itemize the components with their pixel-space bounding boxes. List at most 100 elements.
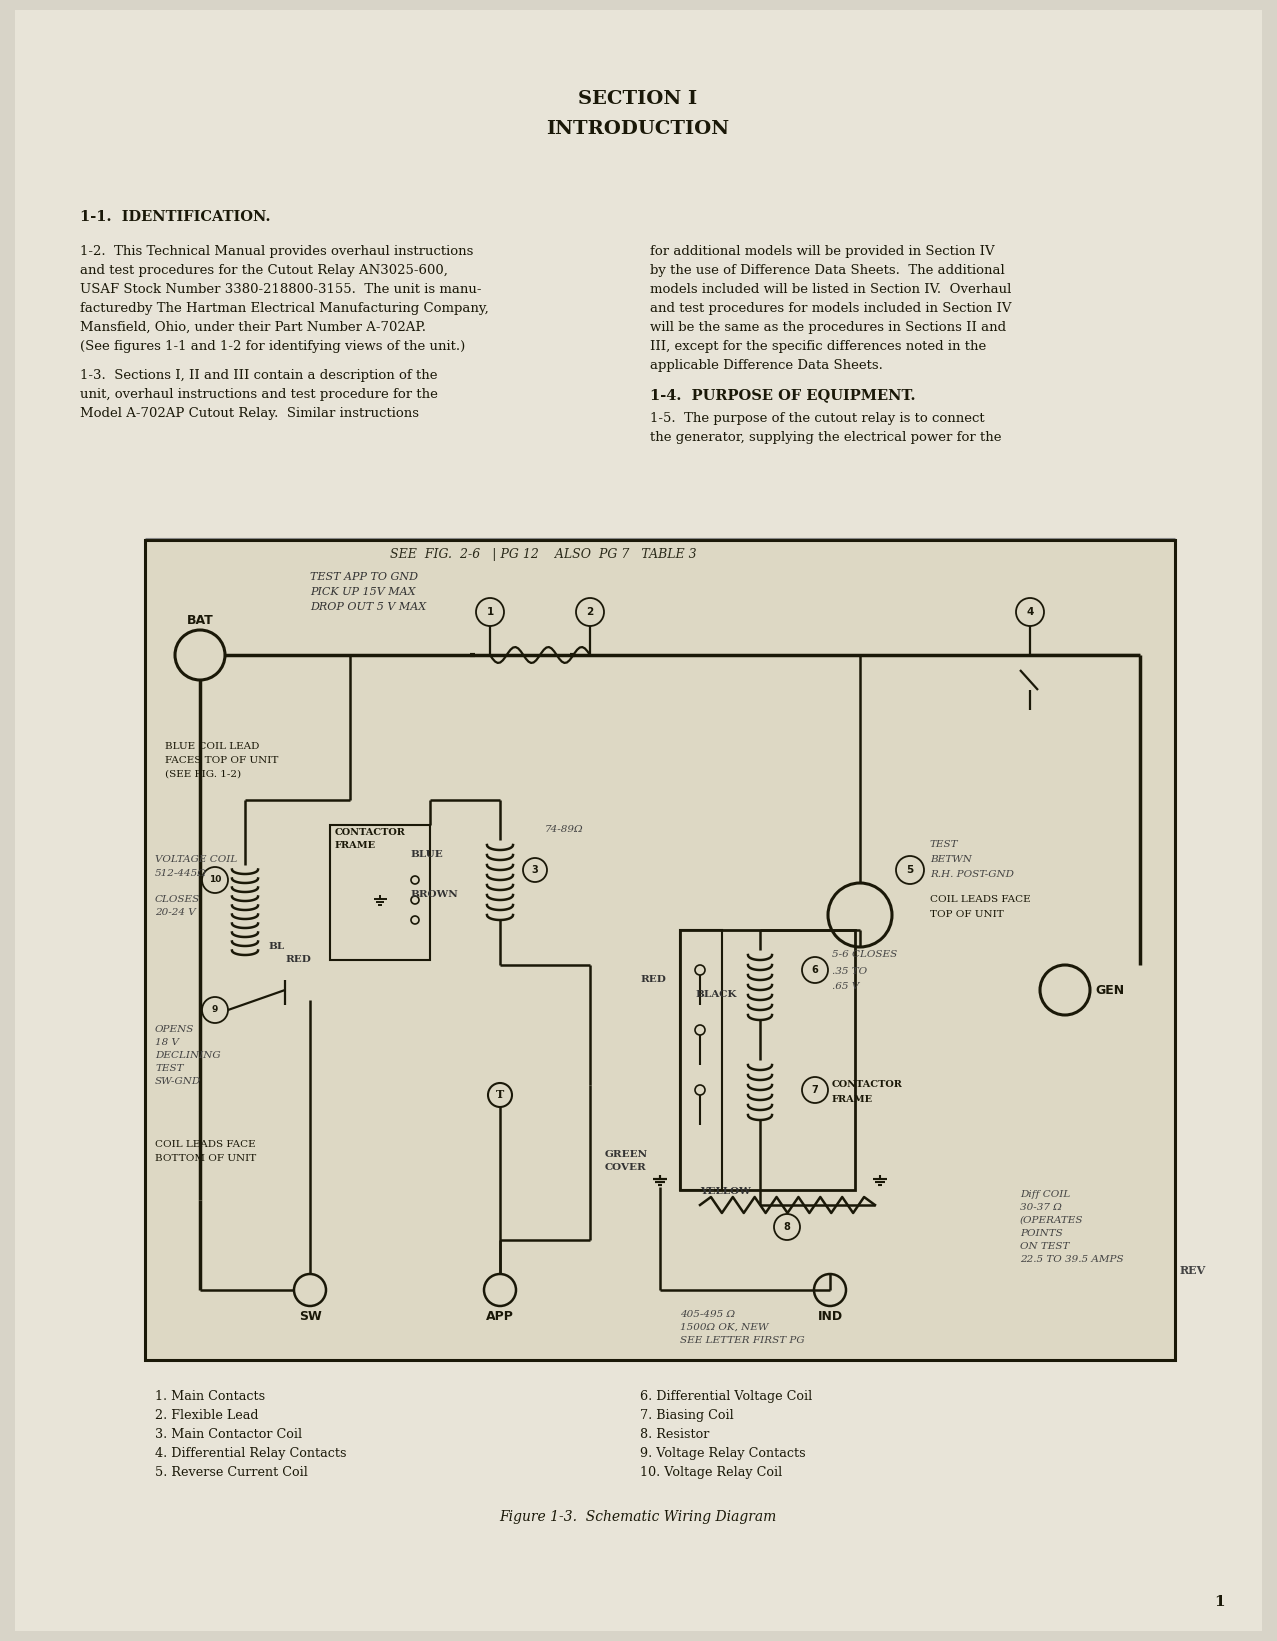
- Text: REV: REV: [1180, 1265, 1207, 1277]
- Text: BLACK: BLACK: [695, 990, 737, 999]
- Text: Mansfield, Ohio, under their Part Number A-702AP.: Mansfield, Ohio, under their Part Number…: [80, 322, 427, 335]
- Text: T: T: [495, 1090, 504, 1101]
- Text: 405-495 Ω: 405-495 Ω: [679, 1310, 736, 1319]
- Text: (See figures 1-1 and 1-2 for identifying views of the unit.): (See figures 1-1 and 1-2 for identifying…: [80, 340, 465, 353]
- Text: COIL LEADS FACE: COIL LEADS FACE: [155, 1140, 255, 1149]
- Bar: [329, 825, 430, 960]
- Text: 1-4.  PURPOSE OF EQUIPMENT.: 1-4. PURPOSE OF EQUIPMENT.: [650, 387, 916, 402]
- Text: SW-GND: SW-GND: [155, 1076, 202, 1086]
- Text: VOLTAGE COIL: VOLTAGE COIL: [155, 855, 238, 865]
- Text: R.H. POST-GND: R.H. POST-GND: [930, 870, 1014, 880]
- Text: 6: 6: [812, 965, 819, 975]
- Text: 20-24 V: 20-24 V: [155, 907, 195, 917]
- Text: 1-3.  Sections I, II and III contain a description of the: 1-3. Sections I, II and III contain a de…: [80, 369, 438, 382]
- Text: DROP OUT 5 V MAX: DROP OUT 5 V MAX: [310, 602, 427, 612]
- Text: unit, overhaul instructions and test procedure for the: unit, overhaul instructions and test pro…: [80, 387, 438, 400]
- Text: BROWN: BROWN: [410, 889, 457, 899]
- Text: 10. Voltage Relay Coil: 10. Voltage Relay Coil: [640, 1465, 783, 1479]
- Text: 2. Flexible Lead: 2. Flexible Lead: [155, 1410, 258, 1423]
- Text: 5: 5: [907, 865, 913, 875]
- Text: by the use of Difference Data Sheets.  The additional: by the use of Difference Data Sheets. Th…: [650, 264, 1005, 277]
- Text: FRAME: FRAME: [335, 840, 377, 850]
- Text: BAT: BAT: [186, 614, 213, 627]
- Text: 8. Resistor: 8. Resistor: [640, 1428, 710, 1441]
- Text: ON TEST: ON TEST: [1020, 1242, 1069, 1250]
- Text: TEST APP TO GND: TEST APP TO GND: [310, 573, 418, 583]
- Text: TEST: TEST: [155, 1063, 184, 1073]
- Text: 9: 9: [212, 1006, 218, 1014]
- Text: 8: 8: [784, 1223, 790, 1232]
- Text: Diff COIL: Diff COIL: [1020, 1190, 1070, 1200]
- Text: 1-2.  This Technical Manual provides overhaul instructions: 1-2. This Technical Manual provides over…: [80, 245, 474, 258]
- Text: OPENS: OPENS: [155, 1026, 194, 1034]
- Text: Figure 1-3.  Schematic Wiring Diagram: Figure 1-3. Schematic Wiring Diagram: [499, 1510, 776, 1524]
- Text: IND: IND: [817, 1310, 843, 1323]
- Text: BL: BL: [268, 942, 285, 952]
- Text: SEE LETTER FIRST PG: SEE LETTER FIRST PG: [679, 1336, 805, 1346]
- Text: SW: SW: [299, 1310, 322, 1323]
- Text: Model A-702AP Cutout Relay.  Similar instructions: Model A-702AP Cutout Relay. Similar inst…: [80, 407, 419, 420]
- Text: 5. Reverse Current Coil: 5. Reverse Current Coil: [155, 1465, 308, 1479]
- Text: TEST: TEST: [930, 840, 959, 848]
- Bar: [679, 930, 722, 1190]
- Text: YELLOW: YELLOW: [700, 1186, 751, 1196]
- Text: 3. Main Contactor Coil: 3. Main Contactor Coil: [155, 1428, 303, 1441]
- Text: BLUE COIL LEAD: BLUE COIL LEAD: [165, 742, 259, 752]
- Text: PICK UP 15V MAX: PICK UP 15V MAX: [310, 587, 415, 597]
- Text: models included will be listed in Section IV.  Overhaul: models included will be listed in Sectio…: [650, 282, 1011, 295]
- Text: RED: RED: [285, 955, 310, 963]
- Text: COVER: COVER: [605, 1163, 646, 1172]
- Text: 1500Ω OK, NEW: 1500Ω OK, NEW: [679, 1323, 769, 1332]
- Text: the generator, supplying the electrical power for the: the generator, supplying the electrical …: [650, 432, 1001, 445]
- Text: 10: 10: [209, 876, 221, 884]
- Text: for additional models will be provided in Section IV: for additional models will be provided i…: [650, 245, 995, 258]
- Text: 2: 2: [586, 607, 594, 617]
- Text: CONTACTOR: CONTACTOR: [335, 829, 406, 837]
- Text: APP: APP: [487, 1310, 513, 1323]
- Bar: [679, 930, 856, 1190]
- Text: RED: RED: [640, 975, 665, 985]
- Text: (OPERATES: (OPERATES: [1020, 1216, 1083, 1224]
- Text: 1-1.  IDENTIFICATION.: 1-1. IDENTIFICATION.: [80, 210, 271, 225]
- Text: 6. Differential Voltage Coil: 6. Differential Voltage Coil: [640, 1390, 812, 1403]
- Text: 3: 3: [531, 865, 539, 875]
- Text: 7: 7: [812, 1085, 819, 1095]
- Text: INTRODUCTION: INTRODUCTION: [547, 120, 729, 138]
- Bar: [146, 540, 1175, 1360]
- Text: FACES TOP OF UNIT: FACES TOP OF UNIT: [165, 757, 278, 765]
- Text: TOP OF UNIT: TOP OF UNIT: [930, 911, 1004, 919]
- Text: CONTACTOR: CONTACTOR: [833, 1080, 903, 1090]
- Text: 22.5 TO 39.5 AMPS: 22.5 TO 39.5 AMPS: [1020, 1255, 1124, 1264]
- Text: USAF Stock Number 3380-218800-3155.  The unit is manu-: USAF Stock Number 3380-218800-3155. The …: [80, 282, 481, 295]
- Text: GREEN: GREEN: [605, 1150, 649, 1159]
- Text: POINTS: POINTS: [1020, 1229, 1062, 1237]
- Text: 30-37 Ω: 30-37 Ω: [1020, 1203, 1062, 1213]
- Text: 1. Main Contacts: 1. Main Contacts: [155, 1390, 266, 1403]
- Text: and test procedures for models included in Section IV: and test procedures for models included …: [650, 302, 1011, 315]
- Text: 1-5.  The purpose of the cutout relay is to connect: 1-5. The purpose of the cutout relay is …: [650, 412, 985, 425]
- Text: FRAME: FRAME: [833, 1095, 873, 1104]
- Text: and test procedures for the Cutout Relay AN3025-600,: and test procedures for the Cutout Relay…: [80, 264, 448, 277]
- Text: COIL LEADS FACE: COIL LEADS FACE: [930, 894, 1031, 904]
- Text: SEE  FIG.  2-6   | PG 12    ALSO  PG 7   TABLE 3: SEE FIG. 2-6 | PG 12 ALSO PG 7 TABLE 3: [389, 548, 697, 561]
- Text: .65 V: .65 V: [833, 981, 859, 991]
- Text: facturedby The Hartman Electrical Manufacturing Company,: facturedby The Hartman Electrical Manufa…: [80, 302, 489, 315]
- Text: III, except for the specific differences noted in the: III, except for the specific differences…: [650, 340, 986, 353]
- Text: BLUE: BLUE: [410, 850, 443, 858]
- Text: applicable Difference Data Sheets.: applicable Difference Data Sheets.: [650, 359, 882, 373]
- Text: 1: 1: [1214, 1595, 1226, 1608]
- Text: DECLINING: DECLINING: [155, 1050, 221, 1060]
- Text: 7. Biasing Coil: 7. Biasing Coil: [640, 1410, 734, 1423]
- Text: will be the same as the procedures in Sections II and: will be the same as the procedures in Se…: [650, 322, 1006, 335]
- Text: GEN: GEN: [1094, 983, 1124, 996]
- Text: CLOSES: CLOSES: [155, 894, 200, 904]
- Text: BOTTOM OF UNIT: BOTTOM OF UNIT: [155, 1154, 257, 1163]
- Text: 1: 1: [487, 607, 494, 617]
- Text: SECTION I: SECTION I: [578, 90, 697, 108]
- Text: 18 V: 18 V: [155, 1039, 179, 1047]
- Text: 4: 4: [1027, 607, 1033, 617]
- Text: 512-445Ω: 512-445Ω: [155, 870, 207, 878]
- Text: (SEE FIG. 1-2): (SEE FIG. 1-2): [165, 770, 241, 779]
- Text: 4. Differential Relay Contacts: 4. Differential Relay Contacts: [155, 1447, 346, 1460]
- Text: BETWN: BETWN: [930, 855, 972, 865]
